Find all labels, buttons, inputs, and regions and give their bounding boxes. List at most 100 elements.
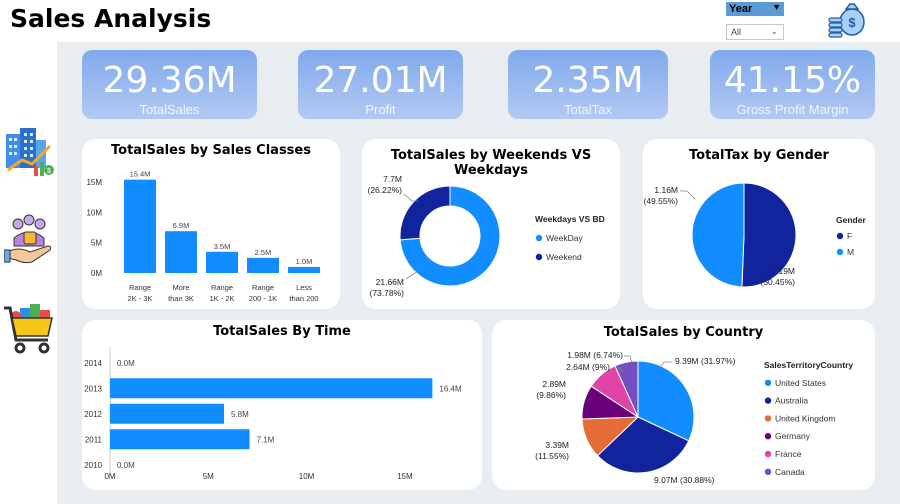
data-label: 1.98M (6.74%): [567, 350, 623, 360]
year-dropdown-value: All: [731, 27, 742, 37]
kpi-card-total-sales[interactable]: 29.36M TotalSales: [82, 50, 257, 119]
kpi-label: Profit: [365, 102, 396, 117]
x-tick-label: 5M: [203, 472, 214, 481]
chart-title: TotalSales By Time: [213, 324, 351, 339]
pie-slice: [399, 185, 501, 287]
year-slicer-label: Year: [729, 3, 753, 15]
bar: [288, 266, 320, 273]
legend-marker: [764, 433, 772, 440]
leader-line: [612, 367, 624, 373]
weekdays-donut-chart: 7.7M(26.22%) 21.66M(73.78%) Weekdays VS BD…: [368, 174, 605, 298]
x-tick-label: 10M: [299, 472, 315, 481]
data-label: 15.4M: [130, 170, 151, 179]
legend-label: United States: [775, 378, 826, 388]
legend-marker: [535, 234, 543, 242]
kpi-value: 27.01M: [313, 60, 448, 101]
chart-card-country[interactable]: TotalSales by Country 9.39M (31.97%) 9.07…: [492, 320, 875, 490]
legend-label: Canada: [775, 467, 805, 477]
y-tick-label: 2014: [84, 359, 102, 368]
x-tick-label: More: [172, 283, 189, 292]
data-label: (11.55%): [535, 451, 569, 461]
kpi-value: 29.36M: [102, 60, 237, 101]
svg-text:$: $: [47, 168, 51, 175]
data-label: 2.5M: [255, 248, 272, 257]
x-tick-label: than 200: [289, 294, 318, 303]
x-tick-label: 15M: [397, 472, 413, 481]
sidebar: $: [0, 42, 57, 504]
leader-line: [680, 190, 696, 200]
bar: [247, 257, 279, 273]
leader-line: [624, 355, 633, 364]
x-tick-label: 200 - 1K: [249, 294, 277, 303]
kpi-card-profit[interactable]: 27.01M Profit: [298, 50, 463, 119]
data-label: 6.9M: [173, 221, 190, 230]
data-label: 9.07M (30.88%): [654, 475, 715, 485]
kpi-label: TotalSales: [139, 102, 200, 117]
data-label: 21.66M: [376, 277, 404, 287]
y-tick-label: 2011: [85, 435, 103, 444]
leader-line: [659, 361, 672, 368]
customers-hand-icon[interactable]: [4, 212, 54, 266]
x-tick-label: Range: [211, 283, 233, 292]
legend-title: Gender: [836, 215, 866, 225]
x-tick-label: Less: [296, 283, 312, 292]
legend-marker: [836, 248, 844, 256]
shopping-cart-icon[interactable]: [2, 302, 56, 360]
chart-card-gender[interactable]: TotalTax by Gender 1.16M (49.55%) 1.19M (50…: [643, 139, 875, 309]
kpi-card-gross-profit-margin[interactable]: 41.15% Gross Profit Margin: [710, 50, 875, 119]
data-label: 2.64M (9%): [566, 362, 610, 372]
data-label: (9.86%): [536, 390, 566, 400]
data-label: 5.8M: [231, 410, 249, 419]
legend-title: Weekdays VS BD: [535, 214, 605, 224]
legend-label: WeekDay: [546, 233, 583, 243]
money-bag-icon: $: [828, 3, 865, 38]
chevron-down-icon[interactable]: ▼: [772, 2, 781, 12]
sales-by-time-chart: 2014 0.0M 2013 16.4M 2012 5.8M 2011 7.1M 2010 0.0…: [84, 347, 462, 481]
year-slicer[interactable]: Year ▼ All ⌄: [726, 2, 784, 40]
legend-marker: [764, 379, 772, 386]
bar: [110, 378, 433, 399]
year-slicer-header[interactable]: Year ▼: [726, 2, 784, 16]
pie-slice: [596, 416, 690, 474]
legend-marker: [535, 253, 543, 261]
legend-title: SalesTerritoryCountry: [764, 360, 853, 370]
x-tick-label: 1K - 2K: [209, 294, 234, 303]
data-label: (50.45%): [761, 277, 796, 287]
kpi-value: 41.15%: [723, 60, 862, 101]
kpi-card-total-tax[interactable]: 2.35M TotalTax: [508, 50, 668, 119]
y-tick-label: 5M: [91, 239, 102, 248]
bar: [110, 429, 250, 450]
legend-marker: [764, 415, 772, 422]
pie-slice: [637, 360, 695, 442]
data-label: 1.19M: [771, 266, 795, 276]
chart-card-weekdays[interactable]: TotalSales by Weekends VS Weekdays 7.7M(…: [362, 139, 620, 309]
data-label: 2.89M: [542, 379, 566, 389]
legend-label: M: [847, 247, 854, 257]
y-tick-label: 15M: [86, 178, 102, 187]
country-pie-chart: 9.39M (31.97%) 9.07M (30.88%) 3.39M(11.55%…: [535, 350, 853, 485]
data-label: 1.16M: [654, 185, 678, 195]
data-label: 1.0M: [296, 257, 313, 266]
buildings-chart-icon[interactable]: $: [4, 126, 54, 178]
pie-slice: [399, 185, 451, 241]
sales-classes-chart: 0M 5M 10M 15M 15.4M Range 2K - 3K 6.9M More than …: [86, 170, 320, 303]
x-tick-label: than 3K: [168, 294, 194, 303]
legend-marker: [764, 397, 772, 404]
data-label: 0.0M: [117, 461, 135, 470]
bar: [110, 403, 225, 424]
data-label: 7.1M: [257, 435, 275, 444]
data-label: 3.5M: [214, 242, 231, 251]
chart-card-sales-classes[interactable]: TotalSales by Sales Classes 0M 5M 10M 15M 15…: [82, 139, 340, 309]
year-dropdown[interactable]: All ⌄: [726, 24, 784, 40]
chart-card-time[interactable]: TotalSales By Time 2014 0.0M 2013 16.4M 2012…: [82, 320, 482, 490]
data-label: 7.7M: [383, 174, 402, 184]
x-tick-label: Range: [129, 283, 151, 292]
y-tick-label: 2012: [84, 410, 102, 419]
svg-text:$: $: [848, 15, 856, 30]
pie-slice: [614, 360, 639, 418]
legend-label: Australia: [775, 396, 808, 406]
data-label: 3.39M: [545, 440, 569, 450]
legend-label: F: [847, 231, 852, 241]
data-label: 0.0M: [117, 359, 135, 368]
x-tick-label: Range: [252, 283, 274, 292]
